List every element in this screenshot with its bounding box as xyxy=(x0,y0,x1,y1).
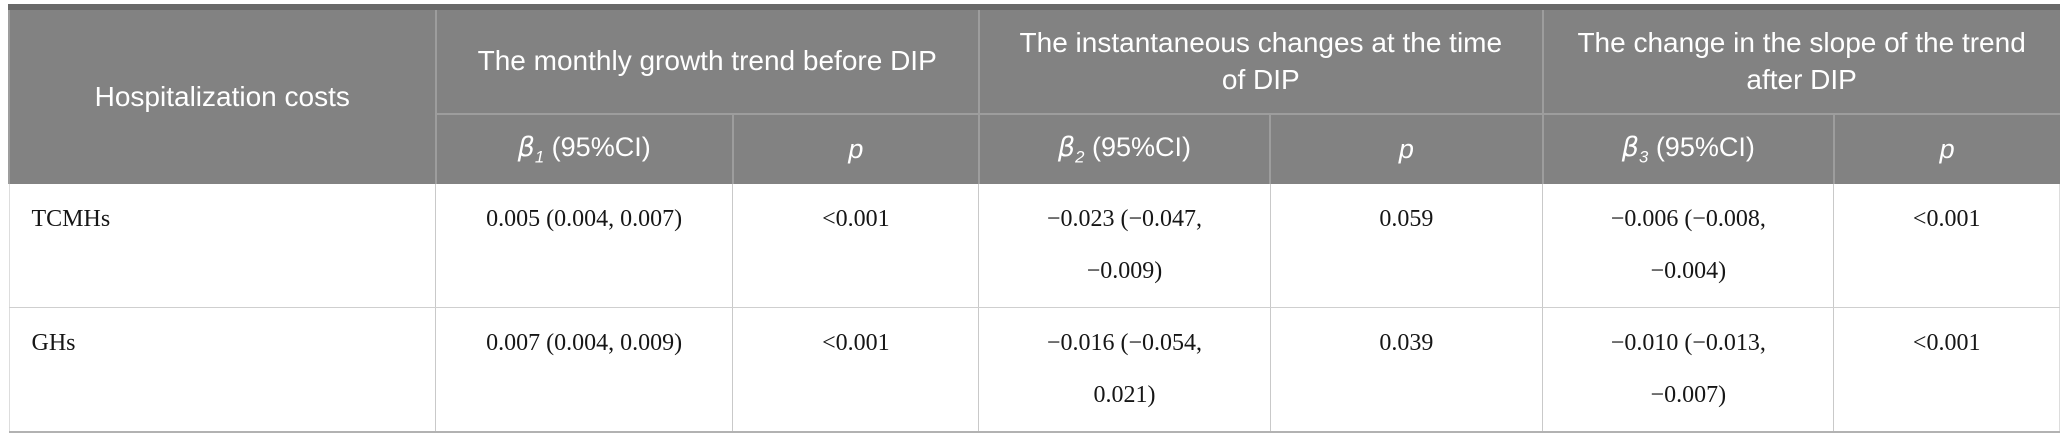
table-body: TCMHs 0.005 (0.004, 0.007) <0.001 −0.023… xyxy=(8,184,2060,433)
beta2-ci-header: β2 (95%CI) xyxy=(977,113,1271,184)
cell-beta1-value: 0.007 (0.004, 0.009) xyxy=(435,307,733,433)
cell-beta1-value: 0.005 (0.004, 0.007) xyxy=(435,184,733,308)
p3-header: p xyxy=(1832,113,2060,184)
cell-p2-value: 0.059 xyxy=(1269,184,1543,308)
group-header-at-dip: The instantaneous changes at the time of… xyxy=(977,7,1543,114)
itsa-results-table: Hospitalization costs The monthly growth… xyxy=(8,4,2060,433)
table-row-ghs: GHs 0.007 (0.004, 0.009) <0.001 −0.016 (… xyxy=(8,307,2060,433)
beta-symbol: β xyxy=(1057,131,1076,163)
table-row-tcmhs: TCMHs 0.005 (0.004, 0.007) <0.001 −0.023… xyxy=(8,184,2060,308)
cell-p1-value: <0.001 xyxy=(732,307,979,433)
row-label: TCMHs xyxy=(8,184,436,308)
sub-header-row: β1 (95%CI) p β2 (95%CI) p β3 (95%CI) p xyxy=(9,113,2060,184)
corner-header-hospitalization-costs: Hospitalization costs xyxy=(8,7,436,184)
cell-p3-value: <0.001 xyxy=(1833,307,2060,433)
ci-label: (95%CI) xyxy=(1084,131,1191,162)
cell-p1-value: <0.001 xyxy=(732,184,979,308)
cell-beta3-value: −0.010 (−0.013, −0.007) xyxy=(1542,307,1834,433)
p-label: p xyxy=(1398,134,1414,164)
cell-p2-value: 0.039 xyxy=(1269,307,1543,433)
p-label: p xyxy=(848,134,864,164)
results-table-container: Hospitalization costs The monthly growth… xyxy=(8,4,2060,433)
ci-label: (95%CI) xyxy=(544,131,651,162)
group-header-before-dip: The monthly growth trend before DIP xyxy=(434,7,979,114)
p-label: p xyxy=(1939,134,1955,164)
group-header-after-dip: The change in the slope of the trend aft… xyxy=(1541,7,2060,114)
cell-beta3-value: −0.006 (−0.008, −0.004) xyxy=(1542,184,1834,308)
cell-p3-value: <0.001 xyxy=(1833,184,2060,308)
p1-header: p xyxy=(731,113,979,184)
ci-label: (95%CI) xyxy=(1648,131,1755,162)
table-header: Hospitalization costs The monthly growth… xyxy=(8,7,2060,184)
beta-subscript: 2 xyxy=(1075,147,1085,167)
beta-symbol: β xyxy=(1621,131,1639,163)
beta-subscript: 3 xyxy=(1639,147,1649,167)
row-label: GHs xyxy=(8,307,436,433)
group-header-row: Hospitalization costs The monthly growth… xyxy=(8,7,2060,184)
beta3-ci-header: β3 (95%CI) xyxy=(1541,113,1834,184)
beta1-ci-header: β1 (95%CI) xyxy=(434,113,733,184)
p2-header: p xyxy=(1269,113,1543,184)
beta-subscript: 1 xyxy=(534,147,545,167)
cell-beta2-value: −0.023 (−0.047, −0.009) xyxy=(978,184,1271,308)
beta-symbol: β xyxy=(517,131,535,163)
cell-beta2-value: −0.016 (−0.054, 0.021) xyxy=(978,307,1271,433)
